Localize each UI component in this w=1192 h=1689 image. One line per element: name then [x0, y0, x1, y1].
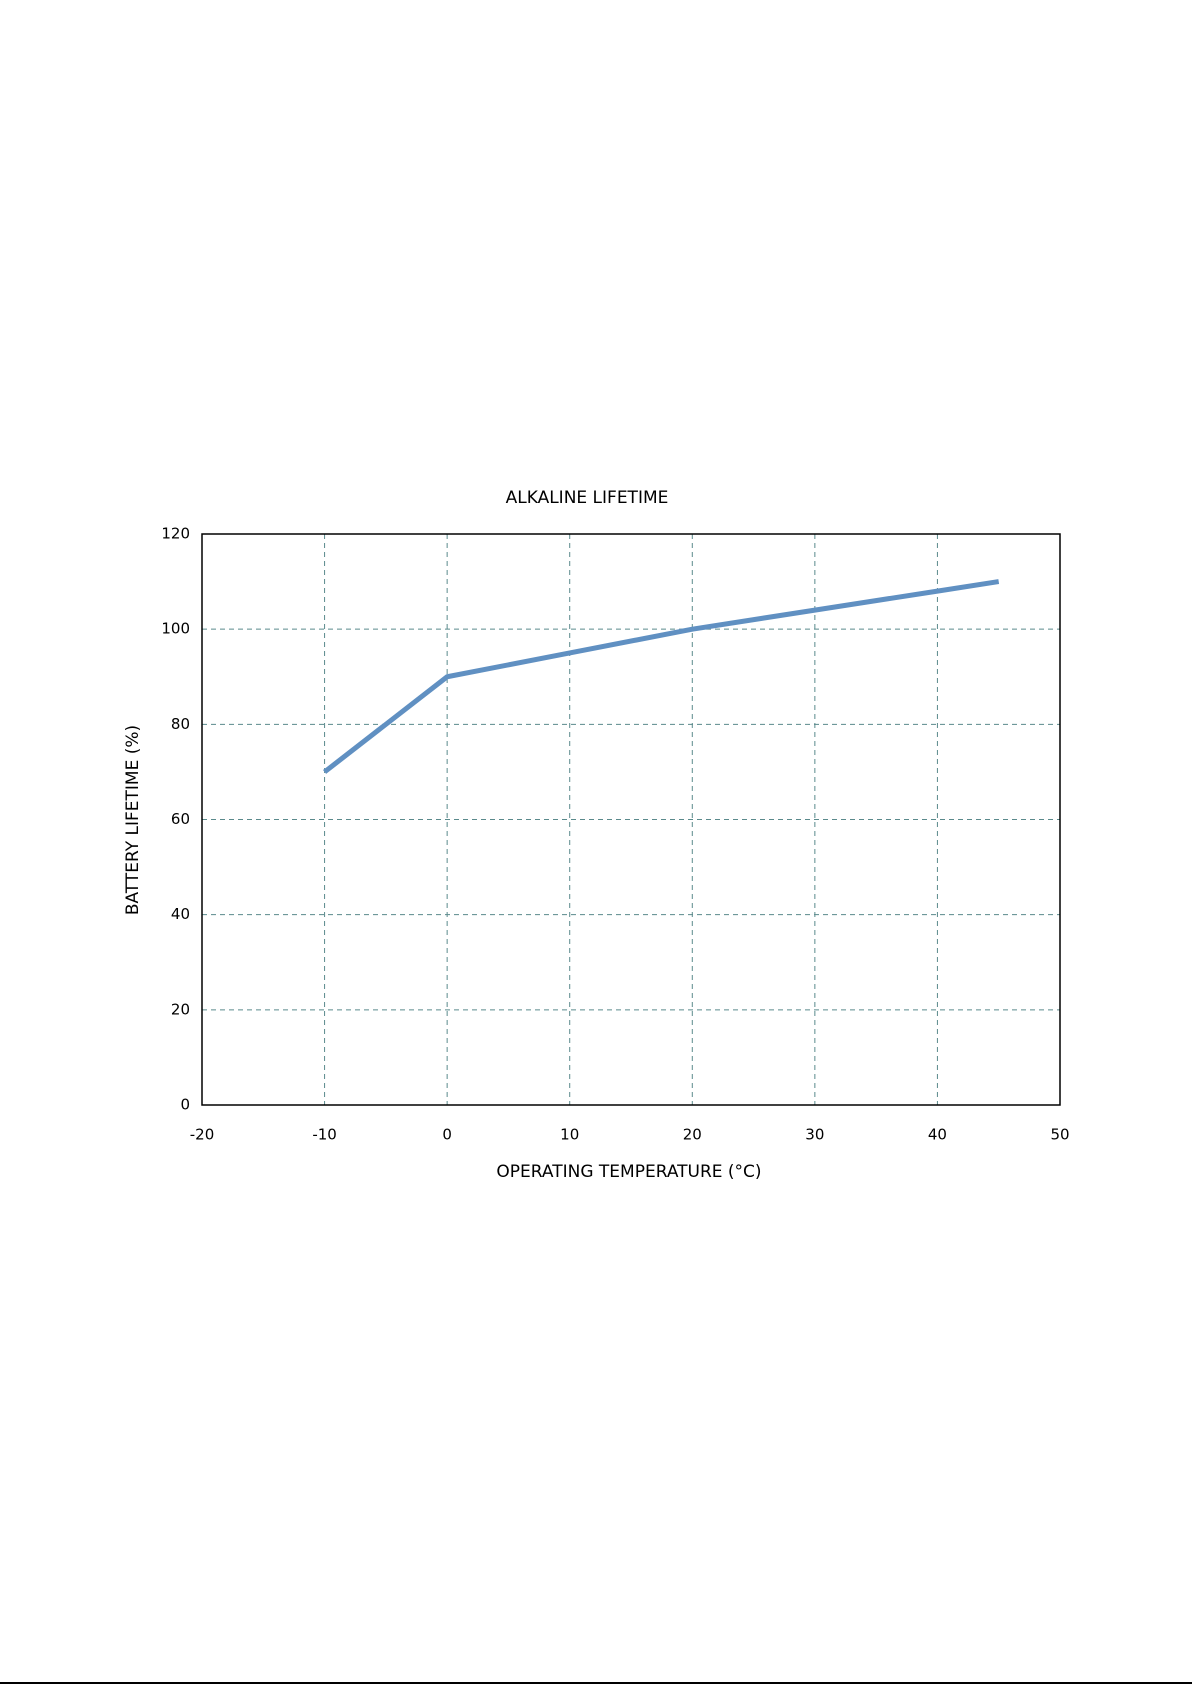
x-tick-label: -10 — [312, 1126, 337, 1144]
y-axis-label: BATTERY LIFETIME (%) — [123, 725, 143, 915]
y-tick-label: 100 — [161, 620, 190, 638]
y-tick-label: 40 — [171, 905, 190, 923]
y-tick-label: 80 — [171, 715, 190, 733]
x-tick-label: 50 — [1050, 1126, 1069, 1144]
y-tick-label: 0 — [180, 1096, 190, 1114]
x-axis-label: OPERATING TEMPERATURE (°C) — [496, 1162, 761, 1182]
x-tick-label: 0 — [442, 1126, 452, 1144]
x-tick-label: 20 — [683, 1126, 702, 1144]
y-tick-label: 120 — [161, 525, 190, 543]
x-tick-label: 30 — [805, 1126, 824, 1144]
y-tick-label: 20 — [171, 1000, 190, 1018]
x-tick-label: 40 — [928, 1126, 947, 1144]
data-line — [323, 579, 1000, 774]
plot-frame — [201, 533, 1061, 1106]
y-tick-label: 60 — [171, 810, 190, 828]
x-tick-label: 10 — [560, 1126, 579, 1144]
chart-title: ALKALINE LIFETIME — [506, 488, 669, 508]
x-tick-label: -20 — [190, 1126, 215, 1144]
